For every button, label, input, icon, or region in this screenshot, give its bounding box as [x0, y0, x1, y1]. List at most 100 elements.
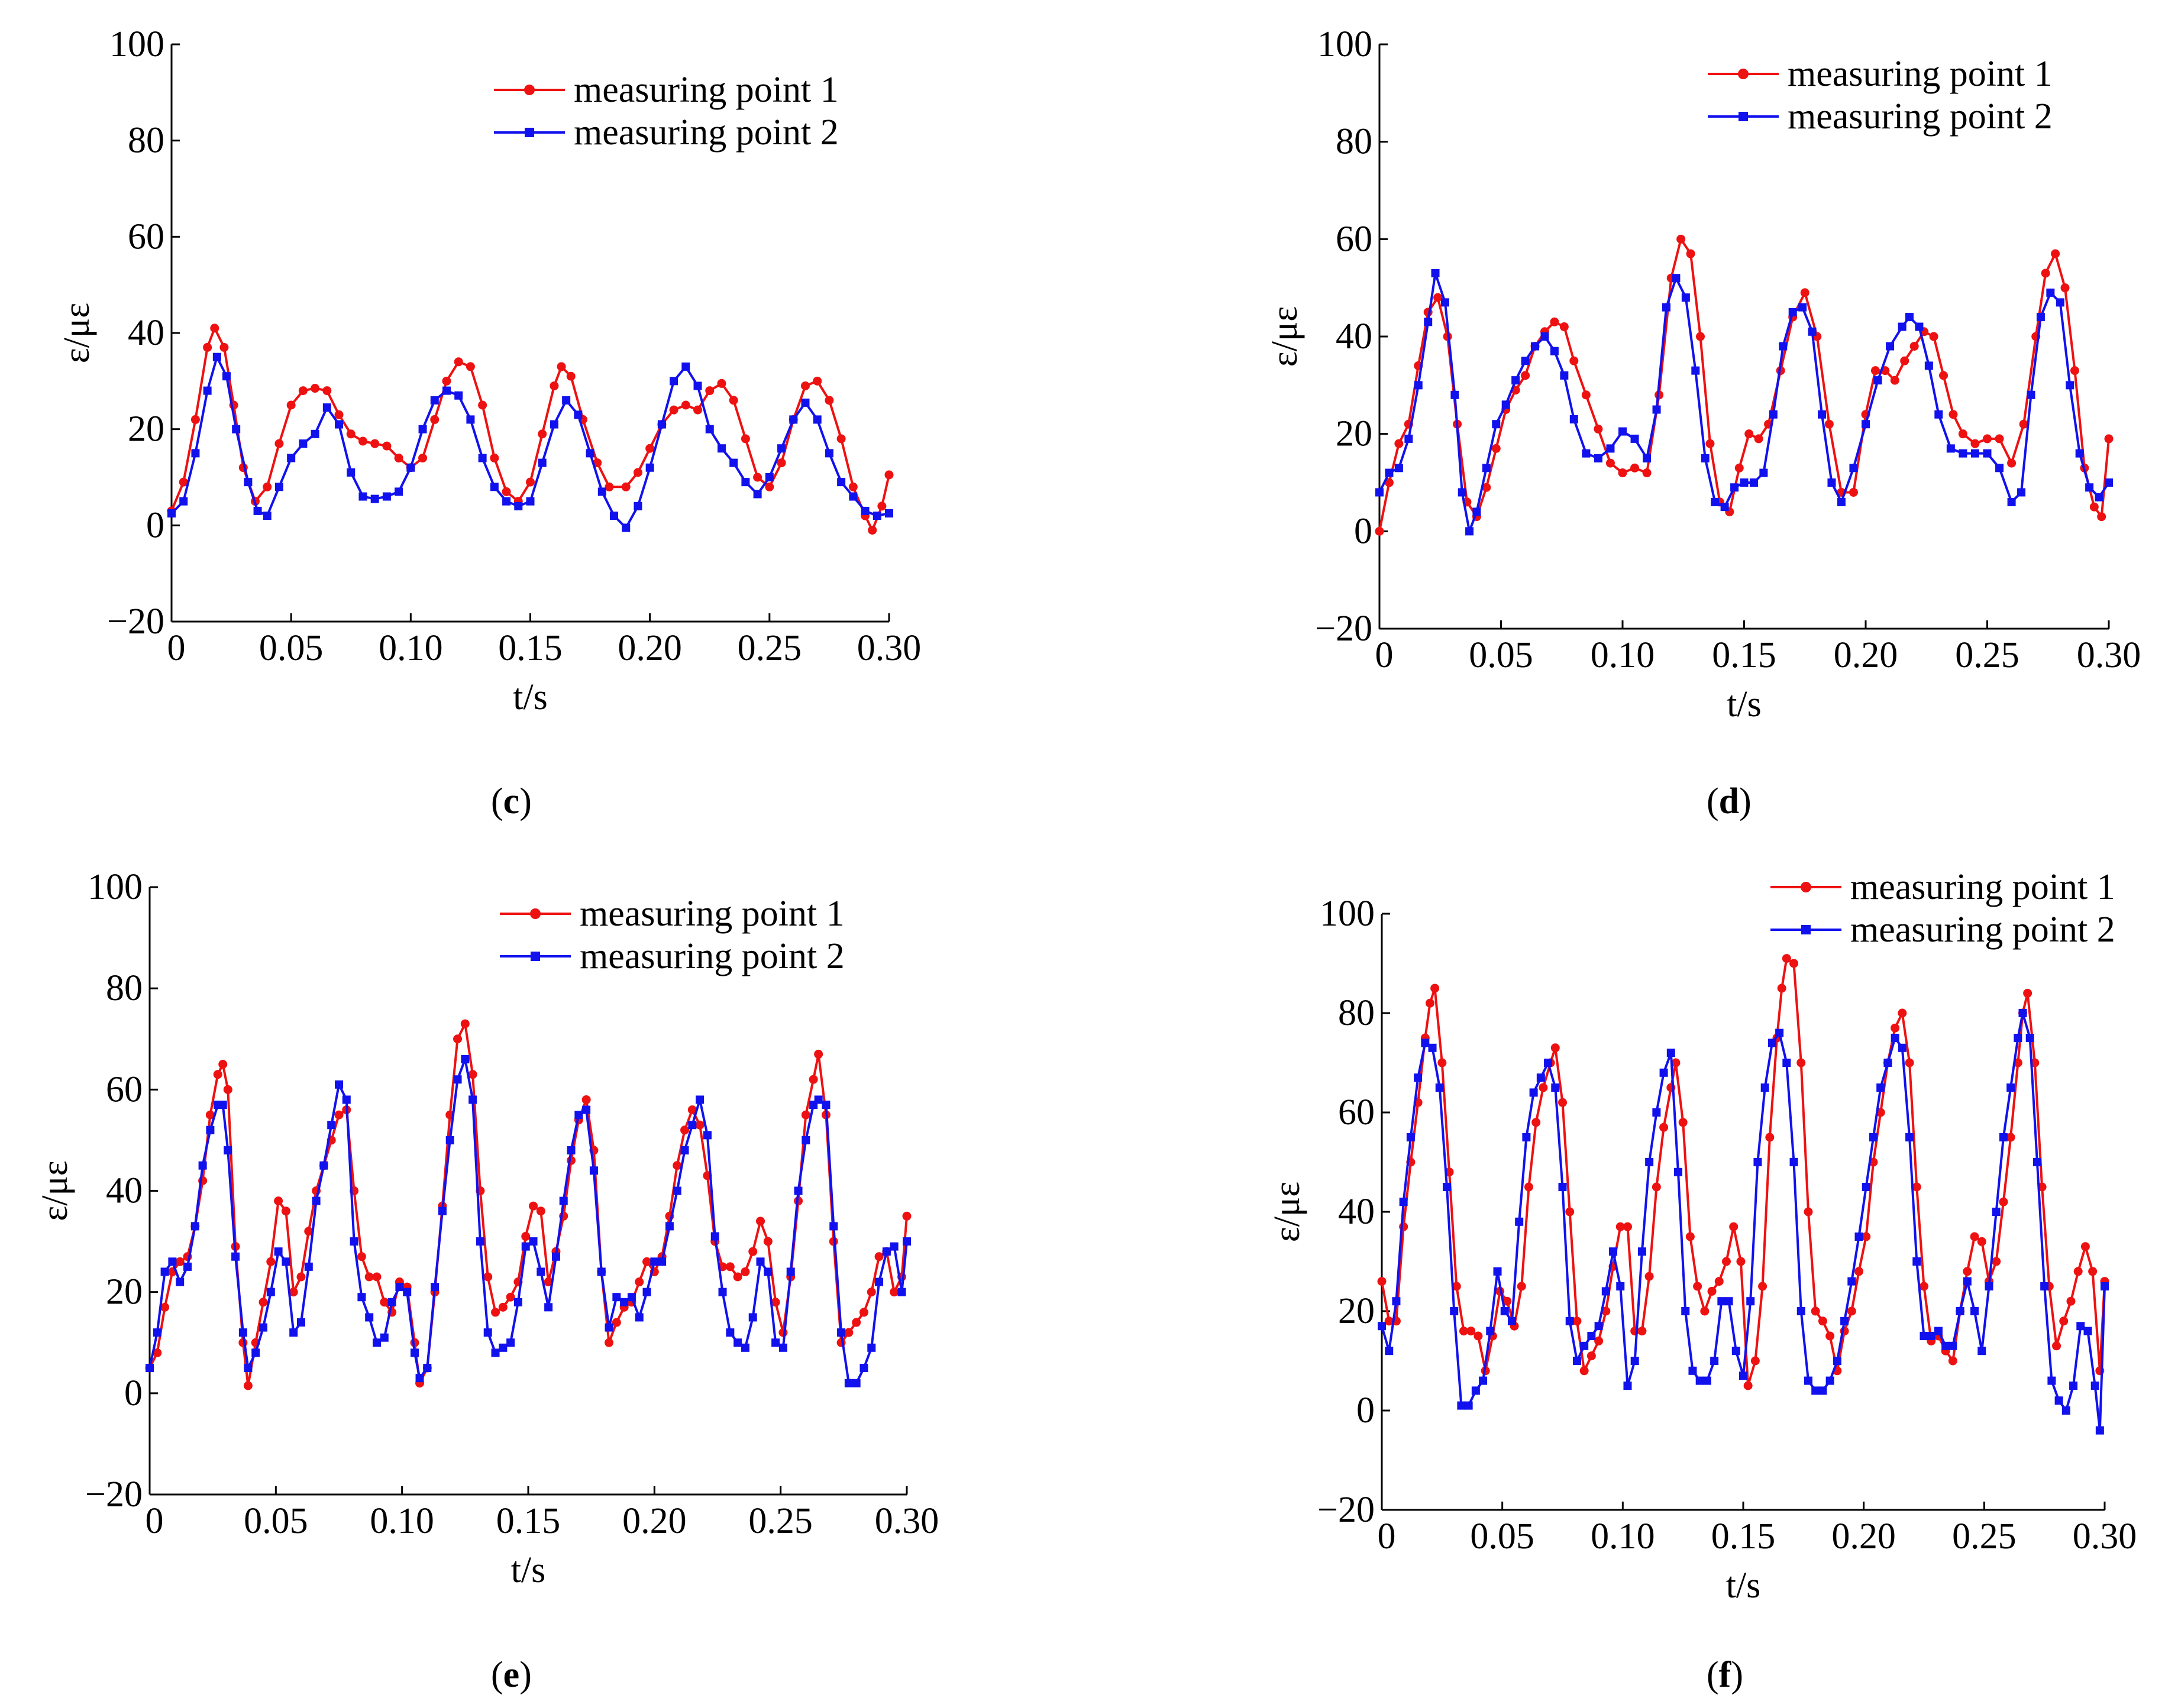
data-point	[1729, 1222, 1739, 1231]
data-point	[438, 1206, 447, 1215]
data-point	[1594, 1322, 1603, 1331]
data-point	[218, 1101, 227, 1109]
data-point	[304, 1227, 314, 1236]
data-point	[370, 494, 379, 503]
data-point	[2041, 269, 2050, 278]
data-point	[347, 468, 356, 477]
data-point	[394, 453, 403, 462]
data-point	[1659, 1068, 1668, 1077]
data-point	[586, 449, 594, 458]
data-point	[358, 436, 367, 446]
data-point	[259, 1323, 267, 1332]
data-point	[1767, 1039, 1776, 1047]
data-point	[1414, 1073, 1423, 1082]
data-point	[544, 1303, 553, 1312]
data-point	[1946, 444, 1955, 453]
data-point	[567, 1146, 576, 1155]
data-point	[705, 425, 714, 434]
data-point	[1671, 1058, 1681, 1068]
data-point	[1760, 1083, 1769, 1092]
data-point	[1714, 1277, 1724, 1286]
legend-label: measuring point 2	[580, 936, 845, 976]
data-point	[442, 376, 451, 386]
data-point	[1517, 1282, 1526, 1291]
data-point	[1959, 449, 1967, 458]
data-point	[1569, 415, 1578, 423]
data-point	[506, 1292, 515, 1302]
data-point	[844, 1379, 853, 1387]
y-tick-label: 80	[106, 968, 143, 1008]
data-point	[1779, 342, 1788, 351]
y-tick-label: −20	[1317, 1490, 1375, 1530]
data-point	[1521, 371, 1530, 380]
data-point	[395, 487, 403, 496]
data-point	[902, 1211, 912, 1221]
data-point	[1464, 1401, 1473, 1410]
data-point	[890, 1288, 899, 1297]
data-point	[882, 1247, 891, 1256]
data-point	[380, 1298, 389, 1307]
y-tick-label: 40	[106, 1171, 143, 1211]
panel-label-close: )	[519, 1655, 532, 1695]
data-point	[454, 357, 463, 367]
data-point	[2104, 434, 2114, 444]
data-point	[852, 1318, 861, 1327]
data-point	[1686, 249, 1695, 258]
data-point	[1847, 1306, 1856, 1316]
data-point	[1890, 376, 1899, 385]
y-tick-label: −20	[85, 1474, 143, 1515]
data-point	[741, 1343, 749, 1352]
data-point	[673, 1186, 681, 1195]
data-point	[717, 444, 726, 453]
data-point	[1580, 1341, 1589, 1350]
data-point	[1736, 1257, 1746, 1266]
data-point	[733, 1272, 742, 1282]
y-tick-label: 0	[1354, 511, 1372, 551]
data-point	[1644, 1272, 1654, 1281]
data-point	[461, 1054, 470, 1063]
data-point	[2061, 1406, 2070, 1415]
data-point	[877, 502, 887, 511]
data-point	[574, 1111, 583, 1120]
data-point	[559, 1196, 568, 1205]
data-point	[468, 1070, 477, 1079]
x-tick-label: 0.10	[1591, 1516, 1655, 1557]
data-point	[771, 1298, 780, 1307]
data-point	[198, 1161, 207, 1170]
data-point	[814, 1049, 823, 1059]
x-axis-title: t/s	[513, 677, 548, 717]
data-point	[705, 386, 715, 396]
data-point	[635, 1277, 644, 1287]
data-point	[890, 1242, 899, 1251]
data-point	[2032, 1158, 2041, 1166]
data-point	[2090, 1382, 2099, 1390]
data-point	[1474, 1331, 1483, 1341]
data-point	[765, 482, 774, 491]
data-point	[466, 415, 475, 424]
data-point	[726, 1328, 735, 1337]
data-point	[1883, 1059, 1892, 1067]
data-point	[2025, 1034, 2034, 1042]
panel-label-close: )	[1731, 1655, 1743, 1695]
x-tick-label: 0.15	[496, 1501, 561, 1541]
data-point	[460, 1019, 470, 1028]
data-point	[680, 1125, 690, 1135]
data-point	[2076, 1322, 2085, 1331]
data-point	[454, 391, 463, 400]
data-point	[1804, 1376, 1812, 1385]
x-tick-label: 0.05	[1470, 1516, 1534, 1557]
data-point	[868, 525, 877, 535]
y-tick-label: −20	[107, 601, 164, 642]
data-point	[693, 405, 703, 415]
data-point	[1531, 342, 1540, 351]
data-point	[1565, 1207, 1575, 1217]
data-point	[1717, 1297, 1726, 1306]
data-point	[1674, 1167, 1683, 1176]
data-point	[2060, 283, 2070, 293]
data-point	[665, 1222, 674, 1231]
data-point	[1746, 1297, 1755, 1306]
data-point	[357, 1293, 366, 1302]
data-point	[1569, 356, 1579, 365]
